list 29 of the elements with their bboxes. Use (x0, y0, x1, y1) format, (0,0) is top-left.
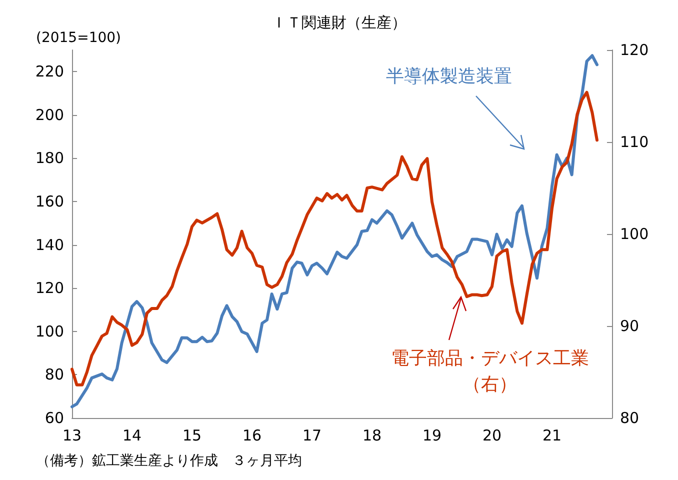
y-tick-label: 140 (35, 236, 64, 254)
y-tick-label: 100 (35, 322, 64, 340)
x-tick-label: 18 (362, 426, 382, 444)
y-tick-label: 80 (44, 366, 64, 384)
y-tick-label: 200 (35, 106, 64, 124)
x-tick-label: 17 (302, 426, 322, 444)
y-axis-title: (2015=100) (36, 30, 122, 46)
y-tick-label: 180 (35, 149, 64, 168)
text: 半導体製造装置 (386, 65, 512, 89)
x-tick-label: 15 (182, 426, 202, 444)
x-tick-label: 21 (542, 426, 562, 444)
y2-tick-label: 100 (620, 225, 649, 243)
text: （備考）鉱工業生産より作成 ３ヶ月平均 (36, 452, 302, 470)
y-tick-label: 60 (44, 409, 64, 427)
y-tick-label: 160 (35, 192, 64, 211)
x-tick-label: 20 (482, 426, 502, 444)
y2-tick-label: 90 (620, 317, 640, 335)
line-series (70, 54, 598, 408)
y2-tick-label: 80 (620, 409, 640, 427)
x-tick-label: 16 (242, 426, 262, 444)
text: 電子部品・デバイス工業（右） (390, 347, 590, 397)
y2-tick-label: 110 (620, 133, 649, 151)
y-tick-label: 220 (35, 62, 64, 81)
x-tick-label: 19 (422, 426, 442, 444)
y-tick-label: 120 (35, 279, 64, 298)
y2-tick-label: 120 (620, 41, 649, 59)
x-tick-label: 13 (62, 426, 82, 444)
chart-title: ＩＴ関連財（生産） (272, 14, 406, 32)
x-tick-label: 14 (122, 426, 142, 444)
